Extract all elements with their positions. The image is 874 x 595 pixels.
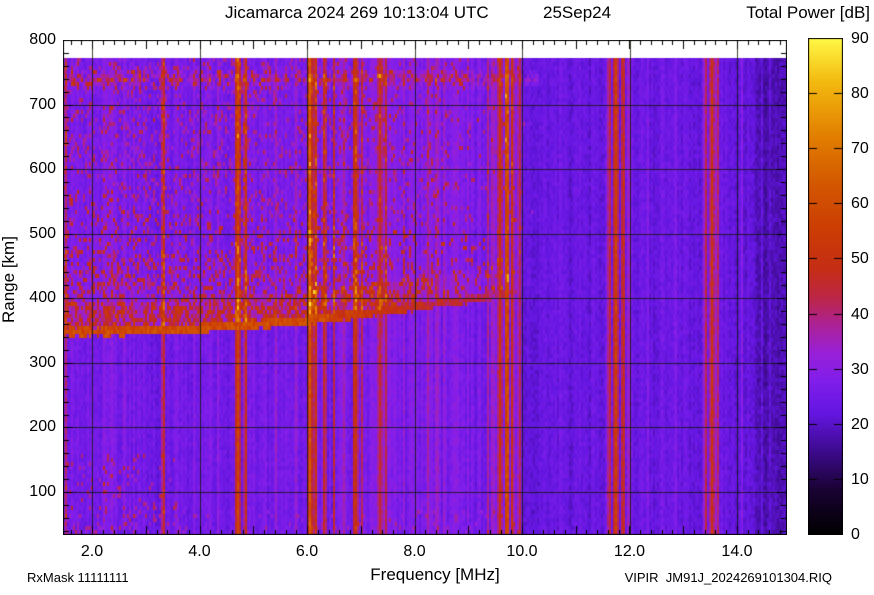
colorbar-tick-label: 50 <box>851 250 869 268</box>
x-tick-label: 14.0 <box>721 543 753 560</box>
y-tick-label: 500 <box>29 224 56 242</box>
y-tick-label: 700 <box>29 95 56 113</box>
rx-mask-label: RxMask 11111111 <box>27 570 129 585</box>
colorbar-title: Total Power [dB] <box>746 3 870 22</box>
x-tick-label: 10.0 <box>506 543 538 560</box>
y-tick-label: 100 <box>29 483 56 501</box>
colorbar-tick-label: 90 <box>851 30 869 47</box>
colorbar-tick-label: 70 <box>851 140 869 158</box>
y-tick-label: 300 <box>29 353 56 371</box>
x-tick-label: 2.0 <box>80 543 104 560</box>
y-tick-label: 400 <box>29 289 56 307</box>
colorbar-tick-label: 40 <box>851 305 869 323</box>
colorbar-tick-label: 30 <box>851 360 869 378</box>
plot-date: 25Sep24 <box>543 3 612 22</box>
y-tick-label: 600 <box>29 160 56 178</box>
x-axis-title: Frequency [MHz] <box>370 565 500 584</box>
colorbar-tick-label: 60 <box>851 195 869 213</box>
colorbar-canvas <box>808 38 843 535</box>
colorbar-tick-label: 0 <box>851 526 860 543</box>
x-tick-label: 4.0 <box>188 543 211 560</box>
plot-title: Jicamarca 2024 269 10:13:04 UTC <box>225 3 489 22</box>
colorbar-tick-label: 20 <box>851 415 869 433</box>
x-tick-label: 12.0 <box>613 543 646 560</box>
file-id-label: VIPIR JM91J_2024269101304.RIQ <box>624 570 832 585</box>
colorbar-tick-label: 10 <box>851 470 869 488</box>
x-tick-label: 6.0 <box>295 543 319 560</box>
x-tick-label: 8.0 <box>403 543 426 560</box>
y-tick-label: 800 <box>29 31 56 48</box>
colorbar-tick-label: 80 <box>851 85 869 103</box>
y-tick-label: 200 <box>29 418 56 436</box>
spectrogram-canvas <box>63 40 787 535</box>
